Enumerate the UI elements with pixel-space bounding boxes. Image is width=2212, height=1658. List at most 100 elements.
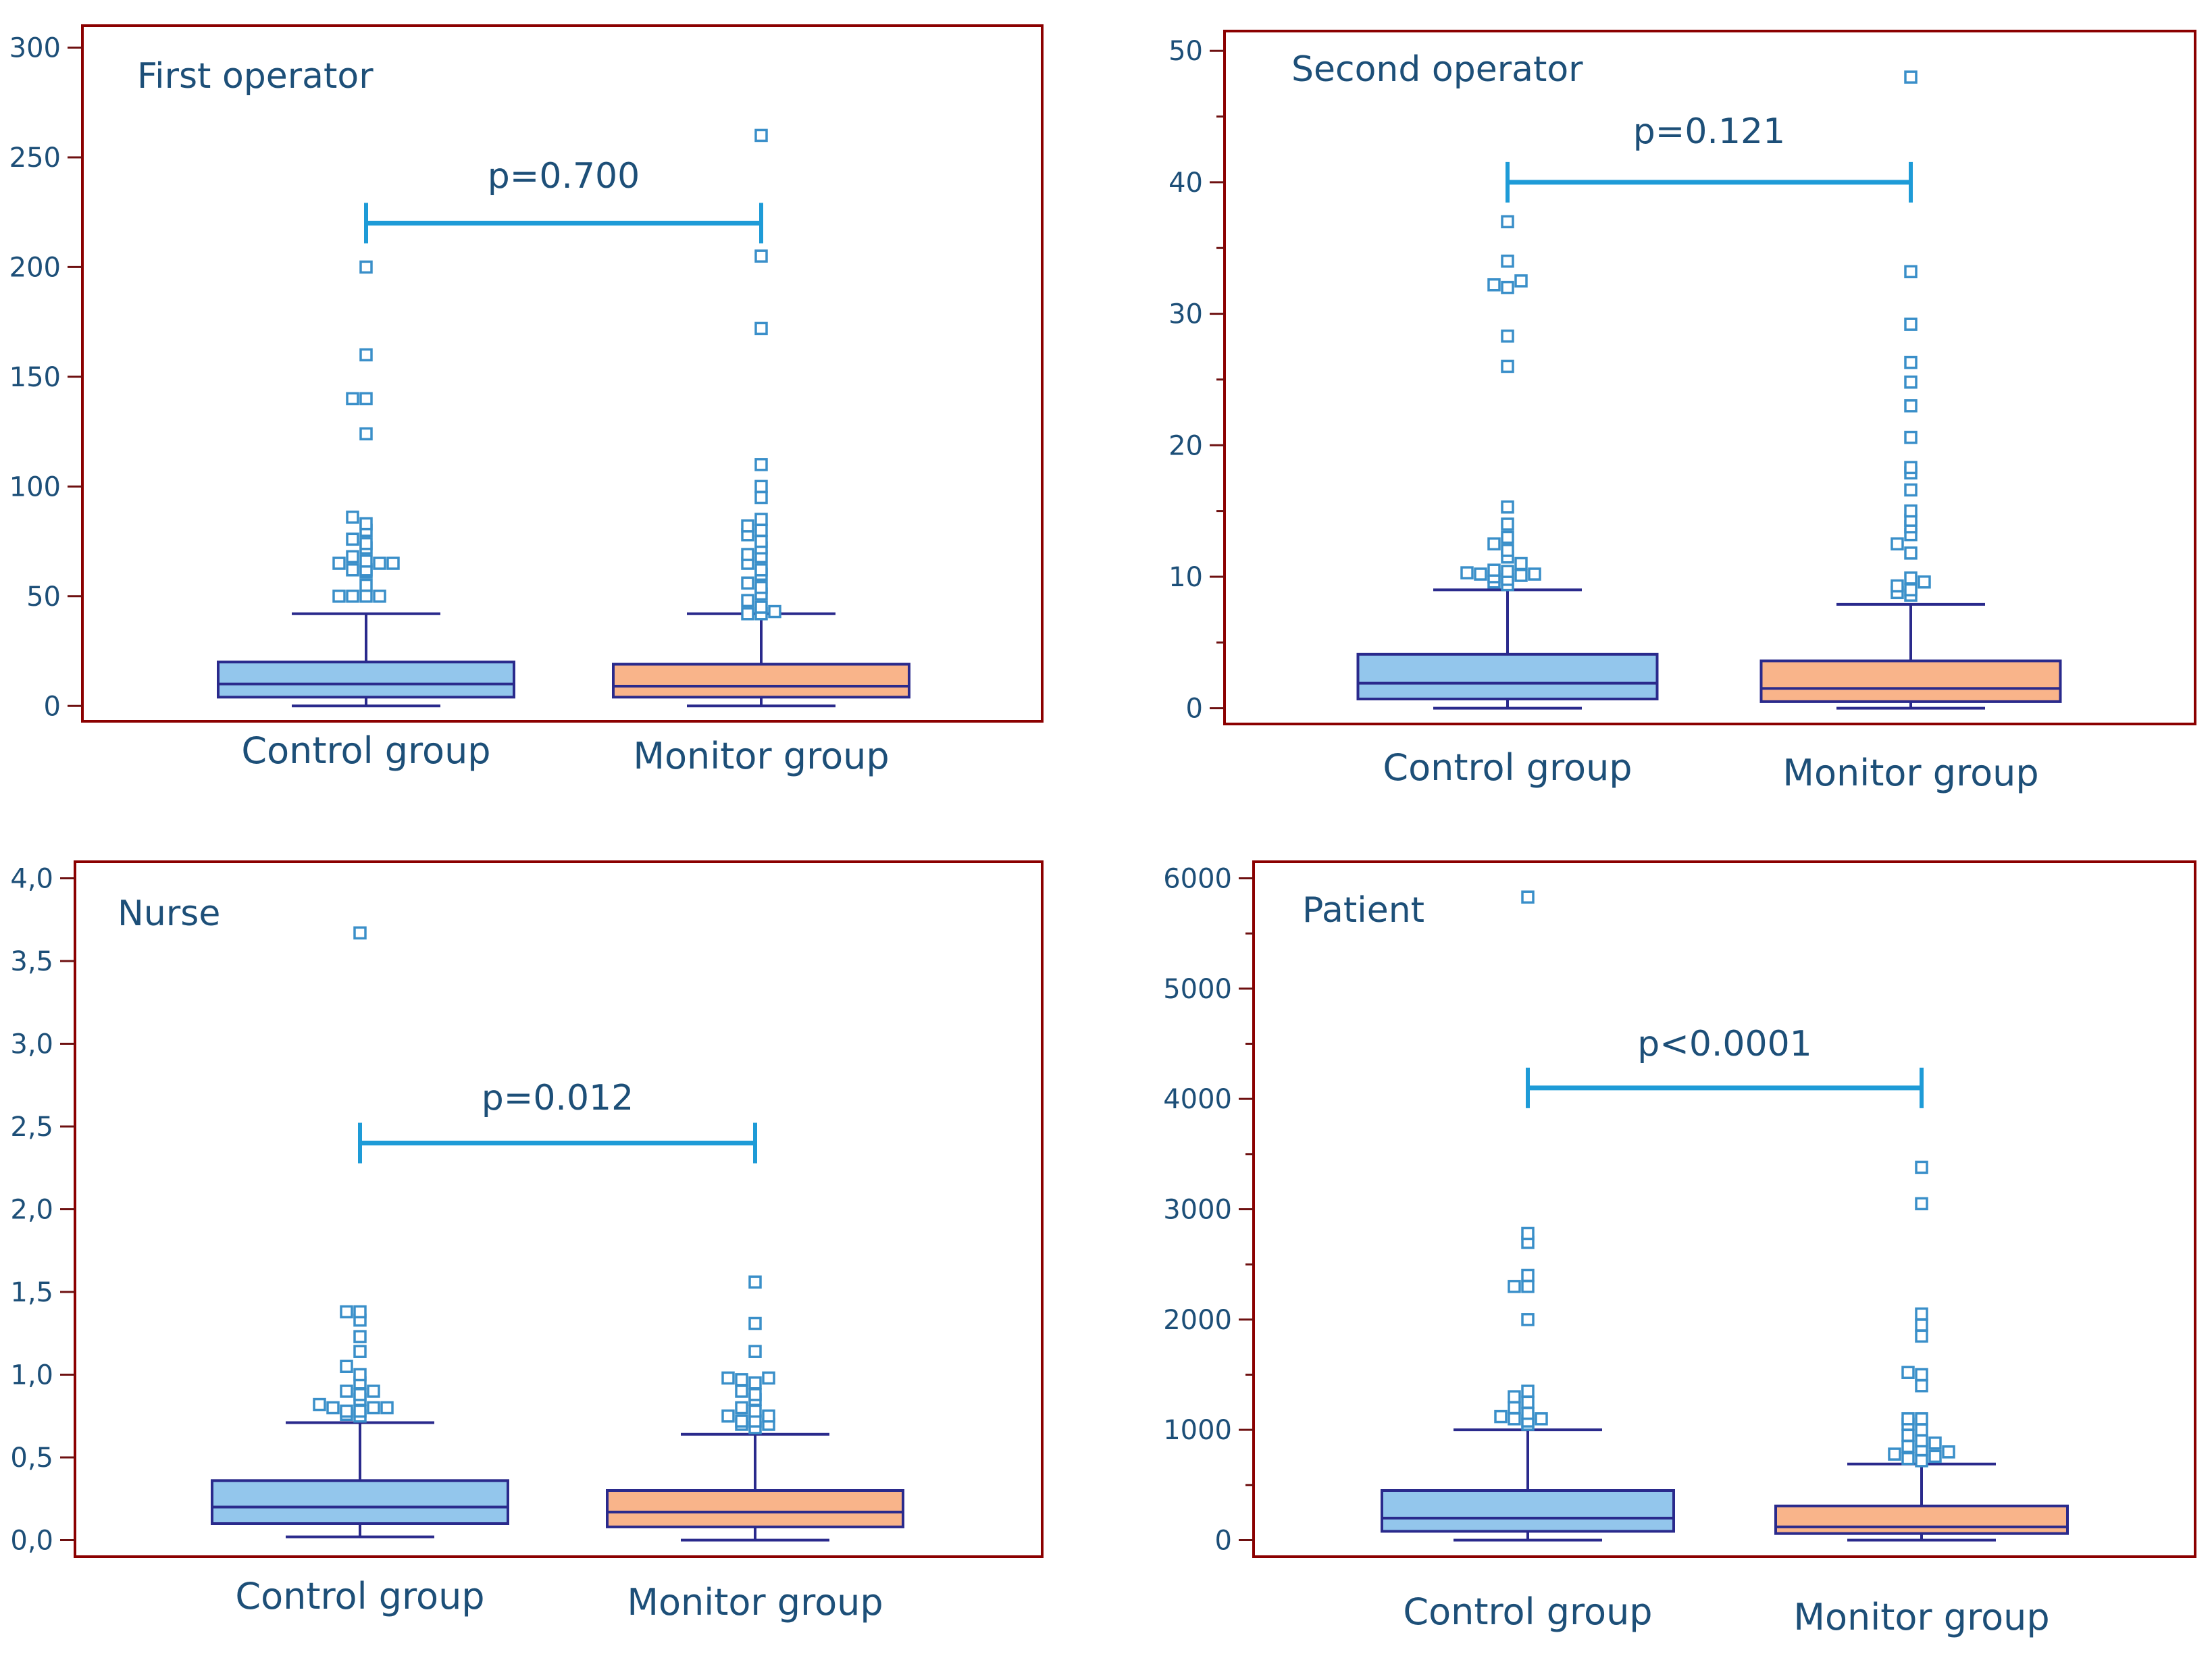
outlier-point bbox=[1915, 1160, 1928, 1174]
outlier-point bbox=[1528, 567, 1541, 581]
y-tick-label: 2000 bbox=[1163, 1305, 1232, 1336]
outlier-point bbox=[748, 1316, 762, 1330]
p-value-label: p<0.0001 bbox=[1637, 1024, 1812, 1064]
outlier-point bbox=[754, 523, 768, 538]
outlier-point bbox=[1501, 530, 1514, 544]
y-tick-label: 0,0 bbox=[10, 1526, 53, 1557]
outlier-point bbox=[1501, 500, 1514, 514]
outlier-point bbox=[1904, 317, 1918, 331]
outlier-point bbox=[1521, 1384, 1535, 1398]
outlier-point bbox=[1487, 278, 1501, 292]
outlier-point bbox=[332, 590, 346, 603]
chart-panel: 0 1000 2000 3000 4000 5000 6000 Patient Control … bbox=[1163, 860, 2196, 1638]
outlier-point bbox=[1514, 274, 1528, 288]
y-tick-label: 1000 bbox=[1163, 1415, 1232, 1446]
outlier-point bbox=[735, 1373, 748, 1387]
box-plot bbox=[1381, 890, 1675, 1542]
outlier-point bbox=[1501, 565, 1514, 578]
outlier-point bbox=[1915, 1423, 1928, 1436]
outlier-point bbox=[353, 1305, 367, 1319]
outlier-point bbox=[721, 1409, 735, 1423]
y-tick-label: 6000 bbox=[1163, 864, 1232, 895]
outlier-point bbox=[1904, 461, 1918, 475]
iqr-box bbox=[606, 1489, 904, 1528]
outlier-point bbox=[1915, 1318, 1928, 1332]
outlier-point bbox=[1915, 1412, 1928, 1426]
outlier-point bbox=[1521, 1406, 1535, 1420]
outlier-point bbox=[1521, 1268, 1535, 1283]
significance-bracket bbox=[1526, 1067, 1924, 1108]
outlier-point bbox=[1915, 1197, 1928, 1211]
outlier-point bbox=[332, 556, 346, 570]
chart-panel: 0,0 0,5 1,0 1,5 2,0 2,5 3,0 3,5 4,0 Nurse Control … bbox=[10, 860, 1044, 1624]
outlier-point bbox=[340, 1305, 353, 1319]
outlier-point bbox=[1915, 1307, 1928, 1321]
x-category-label: Monitor group bbox=[633, 735, 889, 777]
outlier-point bbox=[1904, 375, 1918, 389]
outlier-point bbox=[754, 480, 768, 494]
y-tick-label: 3,5 bbox=[10, 946, 53, 977]
outlier-point bbox=[748, 1404, 762, 1418]
outlier-point bbox=[735, 1384, 748, 1398]
outlier-point bbox=[1915, 1379, 1928, 1393]
outlier-point bbox=[1888, 1447, 1901, 1461]
outlier-point bbox=[1501, 329, 1514, 343]
outlier-point bbox=[1904, 546, 1918, 560]
outlier-point bbox=[1928, 1436, 1942, 1450]
box-plot bbox=[1759, 70, 2062, 710]
outlier-point bbox=[1514, 569, 1528, 582]
outlier-point bbox=[1901, 1451, 1915, 1466]
panel-title: Second operator bbox=[1291, 49, 1583, 90]
y-tick-label: 5000 bbox=[1163, 974, 1232, 1005]
y-tick-label: 0 bbox=[44, 691, 61, 722]
outlier-point bbox=[1904, 483, 1918, 497]
y-tick-label: 40 bbox=[1168, 167, 1203, 199]
outlier-point bbox=[1901, 1412, 1915, 1426]
outlier-point bbox=[754, 249, 768, 263]
outlier-point bbox=[353, 1345, 367, 1358]
chart-panel: 0 50 100 150 200 250 300 First operator Control … bbox=[9, 24, 1044, 777]
y-tick-label: 3,0 bbox=[10, 1029, 53, 1060]
iqr-box bbox=[612, 663, 910, 699]
plot-frame bbox=[1252, 860, 2196, 1558]
outlier-point bbox=[1915, 1368, 1928, 1382]
box-plot bbox=[606, 1275, 904, 1542]
outlier-point bbox=[1942, 1445, 1955, 1459]
outlier-point bbox=[346, 563, 359, 577]
outlier-point bbox=[359, 427, 373, 441]
outlier-point bbox=[1501, 544, 1514, 557]
x-category-label: Control group bbox=[235, 1575, 484, 1617]
outlier-point bbox=[373, 556, 386, 570]
box-plot bbox=[612, 128, 910, 708]
box-plot bbox=[211, 926, 509, 1538]
plot-frame bbox=[1223, 30, 2196, 725]
y-tick-label: 300 bbox=[9, 32, 61, 63]
panel-title: First operator bbox=[137, 56, 374, 97]
y-tick-label: 0 bbox=[1186, 694, 1203, 725]
outlier-point bbox=[1521, 1280, 1535, 1293]
outlier-point bbox=[359, 578, 373, 592]
outlier-point bbox=[1508, 1412, 1521, 1426]
outlier-point bbox=[1521, 890, 1535, 904]
outlier-point bbox=[353, 1330, 367, 1343]
iqr-box bbox=[1356, 652, 1659, 701]
outlier-point bbox=[346, 392, 359, 406]
iqr-box bbox=[211, 1479, 509, 1526]
outlier-point bbox=[353, 1388, 367, 1401]
outlier-point bbox=[1521, 1313, 1535, 1326]
y-tick-label: 50 bbox=[1168, 36, 1203, 67]
panel-title: Patient bbox=[1302, 890, 1424, 931]
outlier-point bbox=[346, 590, 359, 603]
significance-bracket bbox=[364, 203, 763, 244]
chart-panel: 0 10 20 30 40 50 Second operator Control group M… bbox=[1168, 30, 2196, 794]
outlier-point bbox=[741, 548, 754, 561]
outlier-point bbox=[754, 534, 768, 548]
outlier-point bbox=[346, 532, 359, 546]
outlier-point bbox=[1901, 1428, 1915, 1443]
outlier-point bbox=[1891, 537, 1904, 551]
outlier-point bbox=[367, 1401, 380, 1415]
outlier-point bbox=[1928, 1449, 1942, 1463]
outlier-point bbox=[748, 1388, 762, 1401]
p-value-label: p=0.012 bbox=[482, 1078, 634, 1118]
